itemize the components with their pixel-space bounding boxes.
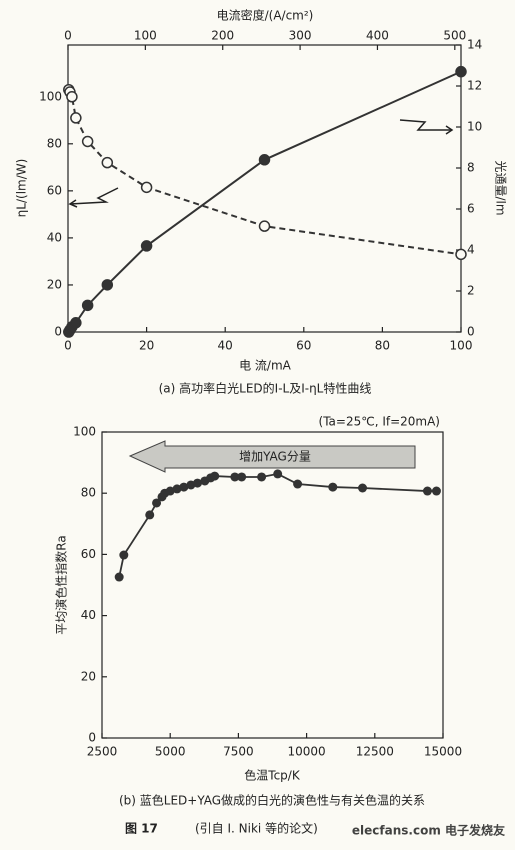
x-tick-label: 80 — [375, 339, 390, 353]
y-tick-label: 40 — [47, 230, 62, 244]
data-point — [119, 550, 129, 560]
y-tick-label: 20 — [47, 277, 62, 291]
annotation: (Ta=25℃, If=20mA) — [319, 415, 440, 429]
caption: (b) 蓝色LED+YAG做成的白光的演色性与有关色温的关系 — [119, 793, 425, 808]
data-point — [258, 154, 271, 166]
y-tick-label: 60 — [81, 547, 96, 561]
x-axis-label: 电 流/mA — [239, 359, 292, 373]
y2-tick-label: 2 — [467, 284, 475, 298]
data-point — [140, 240, 153, 252]
data-point — [273, 469, 283, 479]
arrow-label: 增加YAG分量 — [239, 450, 311, 464]
data-point — [192, 478, 202, 488]
data-point — [66, 91, 78, 103]
y-tick-label: 0 — [88, 731, 96, 745]
y-tick-label: 80 — [81, 486, 96, 500]
caption: (a) 高功率白光LED的I-L及I-ηL特性曲线 — [159, 381, 372, 396]
y2-tick-label: 10 — [467, 120, 482, 134]
y2-tick-label: 0 — [467, 325, 475, 339]
x-tick-label: 5000 — [155, 745, 186, 759]
data-point — [258, 220, 271, 232]
arrow-icon — [68, 199, 78, 208]
x-tick-label: 7500 — [223, 745, 254, 759]
x2-tick-label: 500 — [443, 29, 466, 43]
y2-axis-label: 光通量/lm — [494, 160, 508, 215]
y2-tick-label: 14 — [467, 38, 482, 52]
x2-axis-label: 电流密度/(A/cm²) — [217, 8, 314, 23]
y2-tick-label: 6 — [467, 202, 475, 216]
data-point — [140, 181, 153, 194]
y-tick-label: 60 — [47, 183, 62, 197]
y-tick-label: 100 — [73, 425, 96, 439]
data-point — [165, 486, 175, 496]
x-tick-label: 12500 — [356, 745, 394, 759]
data-point — [81, 135, 94, 148]
y-tick-label: 20 — [81, 669, 96, 683]
data-point — [237, 472, 247, 482]
x2-tick-label: 400 — [366, 29, 389, 43]
figure-source: (引自 I. Niki 等的论文) — [195, 821, 318, 836]
data-point — [81, 299, 94, 312]
y-tick-label: 0 — [54, 325, 62, 339]
x-tick-label: 15000 — [424, 745, 462, 759]
x-tick-label: 60 — [296, 339, 311, 353]
x-tick-label: 10000 — [288, 745, 326, 759]
y-tick-label: 80 — [47, 136, 62, 150]
y2-tick-label: 8 — [467, 161, 475, 175]
data-point — [257, 472, 267, 482]
x2-tick-label: 200 — [211, 29, 234, 43]
x2-tick-label: 100 — [134, 29, 157, 43]
y2-tick-label: 12 — [467, 79, 482, 93]
y-axis-label: ηL/(lm/W) — [15, 159, 29, 218]
plot-frame — [67, 44, 462, 333]
data-point — [101, 279, 114, 291]
x-tick-label: 40 — [218, 339, 233, 353]
y-axis-label: 平均演色性指数Ra — [54, 535, 69, 634]
data-point — [145, 510, 155, 520]
x-tick-label: 0 — [64, 339, 72, 353]
x2-tick-label: 300 — [289, 29, 312, 43]
y-tick-label: 40 — [81, 608, 96, 622]
data-point — [114, 572, 124, 582]
data-point — [70, 317, 82, 329]
arrow-icon — [445, 125, 454, 135]
arrow-shape — [128, 440, 416, 473]
data-point — [455, 65, 467, 78]
watermark: elecfans.com 电子发烧友 — [352, 823, 505, 838]
data-point — [455, 248, 467, 261]
data-point — [179, 482, 189, 492]
data-point — [358, 483, 368, 493]
figure-label: 图 17 — [125, 822, 158, 836]
data-point — [293, 479, 303, 489]
x-tick-label: 2500 — [87, 745, 118, 759]
arrow-icon — [399, 119, 452, 131]
x-tick-label: 100 — [450, 339, 473, 353]
data-point — [70, 112, 82, 124]
data-point — [230, 472, 240, 482]
data-point — [210, 471, 220, 481]
x-axis-label: 色温Tcp/K — [244, 769, 301, 783]
data-point — [152, 498, 162, 508]
data-point — [328, 482, 338, 492]
data-point — [422, 486, 432, 496]
data-point — [431, 486, 441, 496]
x2-tick-label: 0 — [64, 29, 72, 43]
x-tick-label: 20 — [139, 339, 154, 353]
plot-frame — [101, 431, 444, 739]
data-point — [172, 484, 182, 494]
arrow-icon — [69, 187, 119, 205]
y-tick-label: 100 — [39, 89, 62, 103]
y2-tick-label: 4 — [467, 243, 475, 257]
data-point — [101, 156, 114, 169]
